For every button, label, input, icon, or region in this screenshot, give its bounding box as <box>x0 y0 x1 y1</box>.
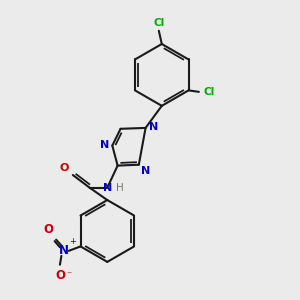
Text: H: H <box>116 183 123 193</box>
Text: N: N <box>141 167 150 176</box>
Text: ⁻: ⁻ <box>66 271 71 281</box>
Text: N: N <box>149 122 158 132</box>
Text: Cl: Cl <box>153 18 164 28</box>
Text: N: N <box>103 183 112 193</box>
Text: N: N <box>100 140 109 150</box>
Text: O: O <box>60 163 69 173</box>
Text: O: O <box>55 269 65 282</box>
Text: +: + <box>70 237 76 246</box>
Text: Cl: Cl <box>204 87 215 97</box>
Text: N: N <box>59 244 69 257</box>
Text: O: O <box>44 223 54 236</box>
